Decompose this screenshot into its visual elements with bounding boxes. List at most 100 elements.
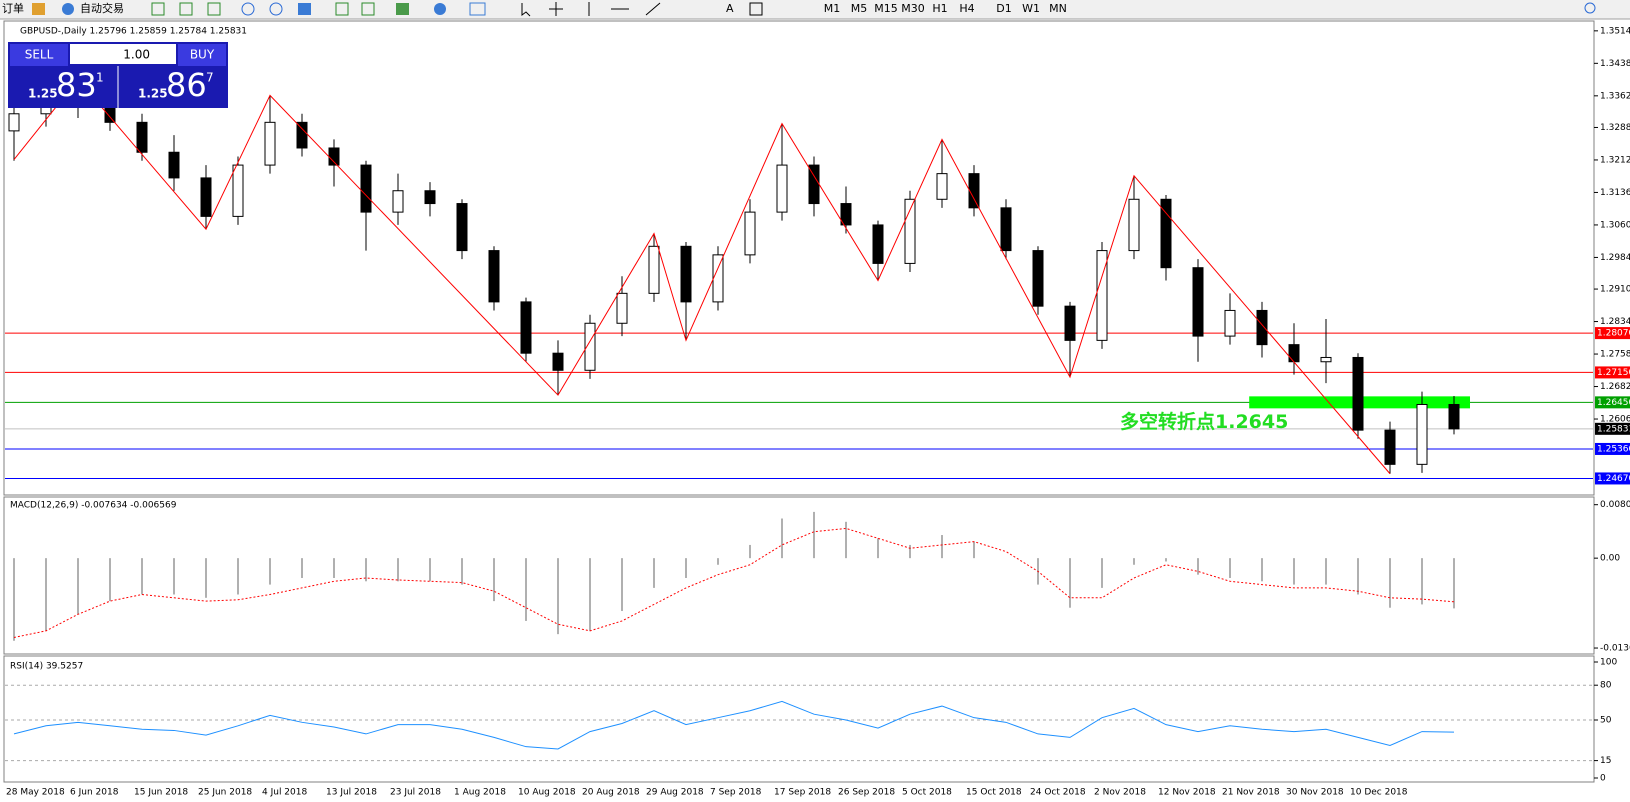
- candle-body: [392, 190, 404, 213]
- level-label: 1.25360: [1597, 444, 1630, 454]
- y-tick-label: 1.32880: [1600, 123, 1630, 133]
- lots-input[interactable]: [70, 44, 176, 64]
- candle-body: [1096, 250, 1108, 341]
- toolbar: [0, 0, 1630, 19]
- y-tick-label: 1.29100: [1600, 285, 1630, 295]
- icon[interactable]: [179, 2, 193, 16]
- y-tick-label: 1.27580: [1600, 350, 1630, 360]
- candle-body: [264, 121, 276, 166]
- icon[interactable]: [361, 2, 375, 16]
- candle-body: [616, 292, 628, 324]
- toolbar-group: 订单 自动交易 A M1 M5 M15 M30 H1 H4 D1 W1 MN: [2, 1, 1596, 17]
- level-label: 1.25831: [1597, 424, 1630, 434]
- y-tick-label: 100: [1600, 658, 1617, 668]
- timeframe-button[interactable]: H4: [959, 2, 974, 15]
- candle-body: [680, 245, 692, 303]
- timeframe-button[interactable]: MN: [1049, 2, 1067, 15]
- candle-body: [968, 173, 980, 209]
- icon[interactable]: [749, 2, 763, 16]
- y-tick-label: 1.31360: [1600, 188, 1630, 198]
- y-tick-label: 0.00: [1600, 554, 1620, 564]
- y-tick-label: 1.28340: [1600, 317, 1630, 327]
- x-tick-label: 13 Jul 2018: [326, 788, 377, 798]
- icon[interactable]: [269, 2, 283, 16]
- level-label-bg: [1595, 472, 1630, 485]
- candle-body: [1064, 305, 1076, 341]
- timeframes: M1 M5 M15 M30 H1 H4 D1 W1 MN: [824, 2, 1067, 15]
- candle-body: [456, 203, 468, 252]
- rsi-title: RSI(14) 39.5257: [10, 662, 83, 672]
- x-tick-label: 17 Sep 2018: [774, 788, 831, 798]
- timeframe-button[interactable]: D1: [996, 2, 1011, 15]
- search[interactable]: [1584, 2, 1596, 14]
- buy-label[interactable]: BUY: [190, 48, 215, 62]
- timeframe-button[interactable]: M30: [901, 2, 925, 15]
- chart-info: GBPUSD-,Daily 1.25796 1.25859 1.25784 1.…: [20, 27, 247, 37]
- timeframe-button[interactable]: M15: [874, 2, 898, 15]
- x-tick-label: 2 Nov 2018: [1094, 788, 1146, 798]
- candle-body: [232, 164, 244, 217]
- y-tick-label: 1.29840: [1600, 253, 1630, 263]
- icon[interactable]: [396, 3, 409, 15]
- icon[interactable]: [469, 2, 486, 16]
- timeframe-button[interactable]: H1: [932, 2, 947, 15]
- icon[interactable]: [241, 2, 255, 16]
- macd-title: MACD(12,26,9) -0.007634 -0.006569: [10, 501, 177, 511]
- timeframe-button[interactable]: M5: [851, 2, 868, 15]
- icon[interactable]: [207, 2, 221, 16]
- icon[interactable]: [588, 2, 661, 16]
- icon[interactable]: A: [726, 2, 734, 15]
- y-tick-label: 0.00809: [1600, 500, 1630, 510]
- y-tick-label: 1.34380: [1600, 59, 1630, 69]
- y-tick-label: 1.32120: [1600, 155, 1630, 165]
- sell-prefix: 1.25: [28, 87, 58, 101]
- candle-body: [8, 113, 20, 132]
- buy-button[interactable]: [178, 44, 226, 66]
- rsi-panel: [3, 655, 1595, 783]
- zigzag: [13, 78, 1391, 475]
- x-tick-label: 10 Dec 2018: [1350, 788, 1408, 798]
- y-tick-label: 1.26820: [1600, 382, 1630, 392]
- x-tick-label: 1 Aug 2018: [454, 788, 506, 798]
- buy-big: 86: [166, 66, 207, 104]
- candle-body: [904, 198, 916, 264]
- buy-small: 7: [206, 71, 214, 85]
- candle-body: [936, 173, 948, 200]
- x-tick-label: 26 Sep 2018: [838, 788, 895, 798]
- candle-body: [648, 245, 660, 294]
- candle-body: [1256, 309, 1268, 346]
- icon[interactable]: [32, 3, 45, 15]
- candle-body: [1224, 309, 1236, 337]
- candle-body: [744, 211, 756, 256]
- icon[interactable]: [62, 3, 74, 15]
- sell-button[interactable]: [10, 44, 68, 66]
- candle-body: [1384, 429, 1396, 465]
- candle-body: [776, 164, 788, 213]
- icon[interactable]: [335, 2, 349, 16]
- main-panel: [3, 20, 1595, 496]
- timeframe-button[interactable]: W1: [1022, 2, 1040, 15]
- icon[interactable]: [434, 3, 446, 15]
- candle-body: [872, 224, 884, 264]
- x-tick-label: 20 Aug 2018: [582, 788, 640, 798]
- x-tick-label: 30 Nov 2018: [1286, 788, 1344, 798]
- annotation: 多空转折点1.2645: [1120, 410, 1288, 433]
- candle-body: [1032, 250, 1044, 307]
- x-tick-label: 4 Jul 2018: [262, 788, 307, 798]
- icon[interactable]: [298, 3, 311, 15]
- icon[interactable]: [549, 2, 563, 16]
- order-button[interactable]: 订单: [2, 2, 24, 15]
- y-tick-label: 1.35140: [1600, 26, 1630, 36]
- trade-panel: SELL 1.00 BUY 1.25 83 1 1.25 86 7: [8, 42, 228, 108]
- level-label-bg: [1595, 366, 1630, 379]
- timeframe-button[interactable]: M1: [824, 2, 841, 15]
- buy-prefix: 1.25: [138, 87, 168, 101]
- icon[interactable]: [521, 3, 531, 17]
- candle-body: [168, 151, 180, 179]
- auto-trade-button[interactable]: 自动交易: [80, 1, 124, 15]
- candle-body: [712, 254, 724, 303]
- sell-label[interactable]: SELL: [25, 48, 54, 62]
- candle-body: [424, 190, 436, 205]
- icon[interactable]: [151, 2, 165, 16]
- y-tick-label: 1.30600: [1600, 220, 1630, 230]
